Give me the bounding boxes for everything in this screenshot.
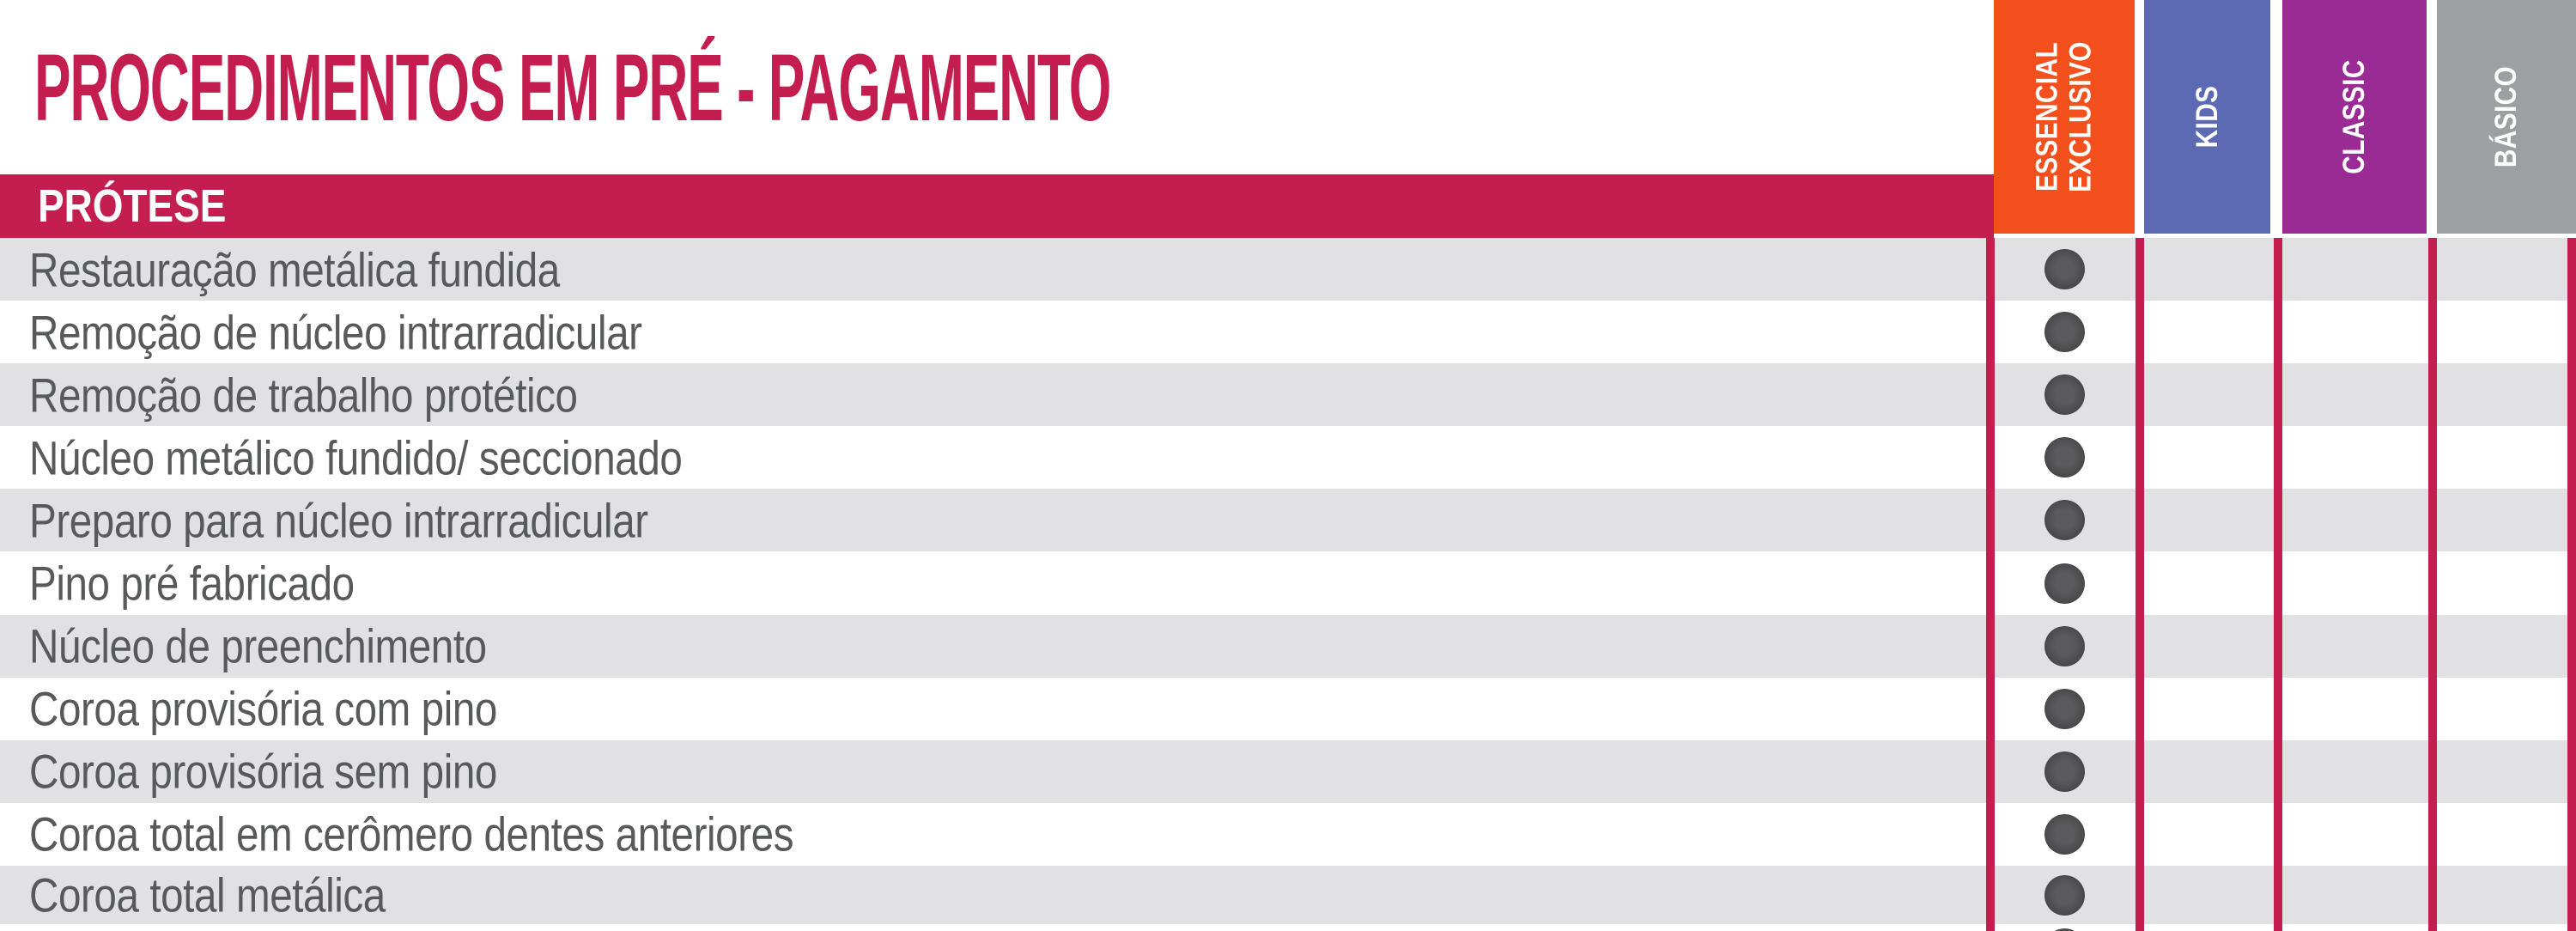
- table-row: Preparo para núcleo intrarradicular: [0, 489, 2576, 552]
- column-header-basico: BÁSICO: [2437, 0, 2576, 234]
- procedure-label: Coroa provisória sem pino: [29, 744, 497, 799]
- coverage-dot: [2044, 625, 2085, 666]
- column-header-label: CLASSIC: [2336, 59, 2371, 174]
- coverage-dot: [2044, 563, 2085, 604]
- coverage-dot: [2044, 751, 2085, 792]
- table-row: Coroa provisória com pino: [0, 677, 2576, 740]
- coverage-dot: [2044, 928, 2085, 931]
- procedure-label: Remoção de núcleo intrarradicular: [29, 305, 642, 360]
- coverage-dot: [2044, 500, 2085, 541]
- procedure-label: Preparo para núcleo intrarradicular: [29, 493, 648, 548]
- coverage-dot: [2044, 249, 2085, 290]
- coverage-dot: [2044, 312, 2085, 353]
- table-row: Coroa total metálica: [0, 866, 2576, 924]
- column-header-kids: KIDS: [2144, 0, 2270, 234]
- table-row: Núcleo de preenchimento: [0, 614, 2576, 678]
- coverage-dot: [2044, 813, 2085, 855]
- section-label: PRÓTESE: [38, 180, 227, 232]
- column-header-label: ESSENCIAL EXCLUSIVO: [2030, 41, 2098, 192]
- table-row: Coroa total em cerômero dentes anteriore…: [0, 802, 2576, 866]
- procedure-label: Núcleo de preenchimento: [29, 618, 487, 673]
- coverage-dot: [2044, 874, 2085, 916]
- coverage-dot: [2044, 374, 2085, 416]
- column-divider-line: [2428, 238, 2437, 931]
- procedure-label: Coroa total em cerômero dentes anteriore…: [29, 806, 794, 861]
- column-divider-line: [2567, 238, 2576, 931]
- column-header-classic: CLASSIC: [2282, 0, 2427, 234]
- coverage-dot: [2044, 437, 2085, 478]
- column-header-label: BÁSICO: [2488, 65, 2523, 168]
- column-divider-line: [2136, 238, 2144, 931]
- coverage-dot: [2044, 688, 2085, 729]
- page-title: PROCEDIMENTOS EM PRÉ - PAGAMENTO: [34, 35, 1111, 141]
- procedure-label: Coroa total metálica: [29, 867, 386, 922]
- table-row: Coroa provisória sem pino: [0, 739, 2576, 803]
- table-row: Remoção de núcleo intrarradicular: [0, 301, 2576, 364]
- table-row: Núcleo metálico fundido/ seccionado: [0, 426, 2576, 490]
- table-row: Pino pré fabricado: [0, 551, 2576, 615]
- table-row-partial: [0, 924, 2576, 931]
- column-header-label: KIDS: [2190, 85, 2224, 149]
- column-header-essencial-exclusivo: ESSENCIAL EXCLUSIVO: [1994, 0, 2135, 234]
- table-row: Remoção de trabalho protético: [0, 363, 2576, 427]
- procedure-label: Pino pré fabricado: [29, 556, 355, 611]
- procedure-label: Restauração metálica fundida: [29, 242, 560, 297]
- table-row: Restauração metálica fundida: [0, 238, 2576, 301]
- section-header-bar: PRÓTESE: [0, 174, 1994, 238]
- procedure-label: Núcleo metálico fundido/ seccionado: [29, 430, 683, 485]
- procedure-label: Remoção de trabalho protético: [29, 368, 578, 423]
- column-divider-line: [1986, 238, 1995, 931]
- column-divider-line: [2274, 238, 2282, 931]
- procedure-label: Coroa provisória com pino: [29, 681, 497, 736]
